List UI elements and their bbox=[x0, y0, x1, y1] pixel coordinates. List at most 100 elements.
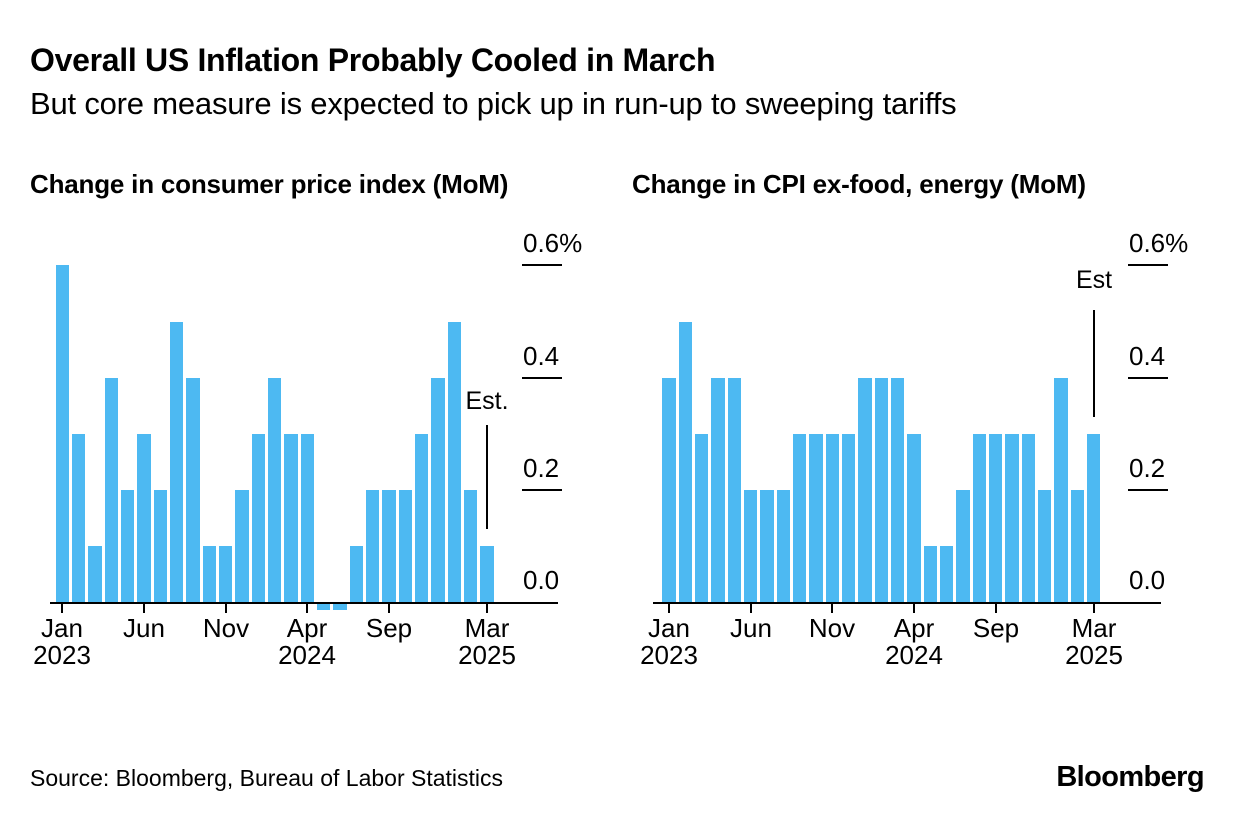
bar bbox=[890, 377, 905, 602]
x-tick bbox=[995, 603, 997, 613]
bar bbox=[218, 545, 233, 602]
y-tick-label: 0.0 bbox=[1129, 565, 1166, 595]
page-title: Overall US Inflation Probably Cooled in … bbox=[30, 42, 716, 78]
bar bbox=[153, 489, 167, 602]
x-axis-line bbox=[653, 602, 1161, 604]
y-tick-dash bbox=[1128, 264, 1168, 266]
bar bbox=[1086, 433, 1101, 602]
y-tick-label: 0.6% bbox=[523, 228, 583, 258]
x-tick-month-label: Jan bbox=[648, 613, 690, 643]
x-tick-month-label: Jun bbox=[123, 613, 165, 643]
x-tick bbox=[306, 603, 308, 613]
x-tick bbox=[1093, 603, 1095, 613]
y-tick-label: 0.2 bbox=[1129, 453, 1166, 483]
bloomberg-logo: Bloomberg bbox=[1056, 761, 1204, 793]
bar bbox=[678, 321, 693, 602]
y-tick-label: 0.2 bbox=[523, 453, 560, 483]
bar bbox=[284, 433, 298, 602]
x-tick-month-label: Jan bbox=[41, 613, 83, 643]
x-tick-month-label: Mar bbox=[1071, 613, 1117, 643]
x-tick-year-label: 2025 bbox=[458, 640, 516, 670]
bar bbox=[956, 489, 970, 602]
bar bbox=[300, 433, 314, 602]
bar bbox=[104, 377, 118, 602]
bar bbox=[841, 433, 856, 602]
bar bbox=[463, 489, 478, 602]
x-tick-month-label: Nov bbox=[808, 613, 856, 643]
x-tick-month-label: Apr bbox=[286, 613, 328, 643]
x-tick bbox=[668, 603, 670, 613]
bar bbox=[398, 489, 412, 602]
bar bbox=[776, 489, 791, 602]
bar bbox=[694, 433, 709, 602]
x-tick-month-label: Sep bbox=[365, 613, 413, 643]
bar bbox=[120, 489, 135, 602]
bar bbox=[1005, 433, 1019, 602]
source-note: Source: Bloomberg, Bureau of Labor Stati… bbox=[30, 765, 504, 791]
y-tick-label: 0.6% bbox=[1129, 228, 1189, 258]
bar bbox=[235, 489, 249, 602]
y-tick-dash bbox=[522, 264, 562, 266]
bar bbox=[480, 545, 494, 602]
bar bbox=[711, 377, 725, 602]
bar bbox=[382, 489, 396, 602]
x-tick-year-label: 2024 bbox=[278, 640, 336, 670]
bar bbox=[939, 545, 954, 602]
y-tick-dash bbox=[1128, 489, 1168, 491]
bar bbox=[662, 377, 676, 602]
bar bbox=[1054, 377, 1068, 602]
bar bbox=[169, 321, 184, 602]
bar bbox=[88, 545, 102, 602]
x-tick-month-label: Jun bbox=[730, 613, 772, 643]
bar bbox=[727, 377, 742, 602]
x-tick-year-label: 2024 bbox=[885, 640, 943, 670]
x-tick bbox=[831, 603, 833, 613]
bar bbox=[333, 604, 347, 610]
bar bbox=[874, 377, 888, 602]
bar bbox=[365, 489, 380, 602]
bar bbox=[972, 433, 986, 602]
bar bbox=[316, 604, 331, 610]
y-tick-dash bbox=[522, 377, 562, 379]
estimate-whisker bbox=[486, 425, 488, 529]
x-tick-month-label: Apr bbox=[893, 613, 935, 643]
y-tick-dash bbox=[1128, 377, 1168, 379]
x-tick bbox=[388, 603, 390, 613]
estimate-label: Est bbox=[1075, 266, 1113, 294]
x-tick bbox=[143, 603, 145, 613]
bar bbox=[431, 377, 445, 602]
bar bbox=[186, 377, 200, 602]
bar bbox=[55, 265, 69, 602]
y-tick-dash bbox=[522, 489, 562, 491]
x-tick-month-label: Mar bbox=[464, 613, 510, 643]
bar bbox=[858, 377, 872, 602]
bar bbox=[760, 489, 774, 602]
x-tick bbox=[225, 603, 227, 613]
bar bbox=[447, 321, 461, 602]
x-tick-year-label: 2023 bbox=[33, 640, 91, 670]
x-tick bbox=[61, 603, 63, 613]
chart-title-headline-cpi: Change in consumer price index (MoM) bbox=[30, 169, 509, 199]
y-tick-label: 0.0 bbox=[523, 565, 560, 595]
y-tick-label: 0.4 bbox=[1129, 341, 1166, 371]
chart-title-core-cpi: Change in CPI ex-food, energy (MoM) bbox=[632, 169, 1086, 199]
x-axis-line bbox=[50, 602, 558, 604]
bar bbox=[1037, 489, 1052, 602]
bar bbox=[923, 545, 937, 602]
bar bbox=[251, 433, 265, 602]
bar bbox=[743, 489, 758, 602]
bar bbox=[137, 433, 151, 602]
y-tick-label: 0.4 bbox=[523, 341, 560, 371]
bar bbox=[267, 377, 282, 602]
bar bbox=[1021, 433, 1035, 602]
x-tick-year-label: 2023 bbox=[640, 640, 698, 670]
x-tick bbox=[750, 603, 752, 613]
x-tick bbox=[486, 603, 488, 613]
bar bbox=[349, 545, 363, 602]
bar bbox=[988, 433, 1003, 602]
bar bbox=[825, 433, 839, 602]
x-tick-month-label: Sep bbox=[972, 613, 1020, 643]
estimate-label: Est. bbox=[465, 387, 509, 415]
bar bbox=[202, 545, 216, 602]
